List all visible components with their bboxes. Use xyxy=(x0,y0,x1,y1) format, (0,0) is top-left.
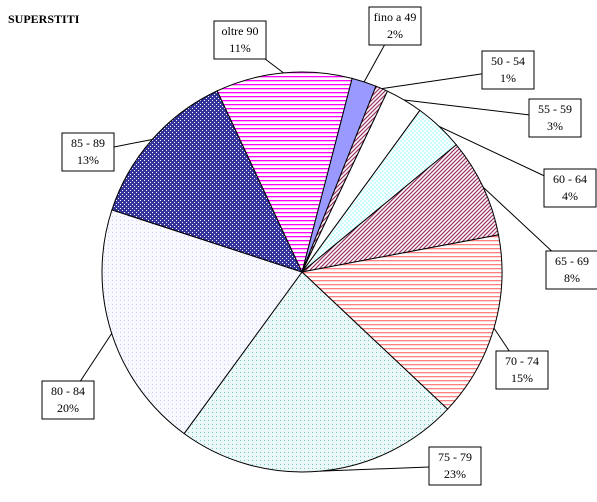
value-label: 15% xyxy=(511,371,533,385)
category-label: fino a 49 xyxy=(374,10,417,24)
value-label: 20% xyxy=(57,401,79,415)
label-box xyxy=(213,20,267,60)
category-label: oltre 90 xyxy=(222,24,259,38)
label-box xyxy=(528,98,582,138)
category-label: 70 - 74 xyxy=(505,354,539,368)
value-label: 3% xyxy=(547,119,563,133)
value-label: 13% xyxy=(77,153,99,167)
value-label: 1% xyxy=(500,71,516,85)
label-box xyxy=(61,132,115,172)
category-label: 55 - 59 xyxy=(538,102,572,116)
label-box xyxy=(545,250,597,290)
chart-title: SUPERSTITI xyxy=(8,12,80,26)
category-label: 80 - 84 xyxy=(51,384,85,398)
value-label: 8% xyxy=(564,271,580,285)
label-box xyxy=(543,168,597,208)
label-box xyxy=(368,6,422,46)
label-box xyxy=(428,446,482,486)
value-label: 23% xyxy=(444,467,466,481)
value-label: 4% xyxy=(562,189,578,203)
label-box xyxy=(481,50,535,90)
label-box xyxy=(41,380,95,420)
category-label: 50 - 54 xyxy=(491,54,525,68)
category-label: 65 - 69 xyxy=(555,254,589,268)
value-label: 2% xyxy=(387,27,403,41)
value-label: 11% xyxy=(229,41,251,55)
pie-slice xyxy=(301,144,500,273)
category-label: 75 - 79 xyxy=(438,450,472,464)
label-box xyxy=(495,350,549,390)
pie-slice xyxy=(101,209,303,435)
category-label: 85 - 89 xyxy=(71,136,105,150)
pie-slice xyxy=(183,271,449,473)
category-label: 60 - 64 xyxy=(553,172,587,186)
